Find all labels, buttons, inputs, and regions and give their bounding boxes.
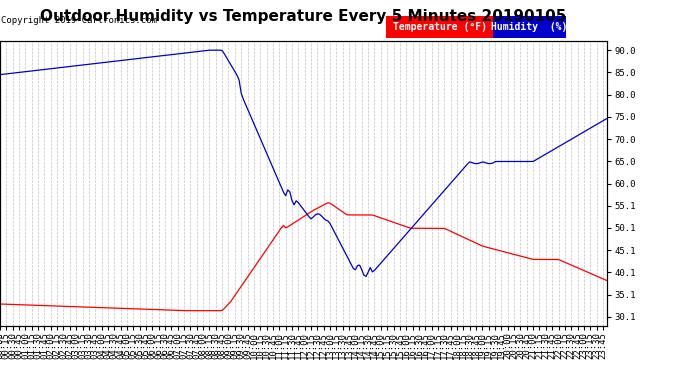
Text: Copyright 2019 Cartronics.com: Copyright 2019 Cartronics.com (1, 16, 157, 25)
Text: Outdoor Humidity vs Temperature Every 5 Minutes 20190105: Outdoor Humidity vs Temperature Every 5 … (41, 9, 566, 24)
Text: Temperature (°F): Temperature (°F) (393, 22, 487, 32)
Text: Humidity  (%): Humidity (%) (491, 22, 568, 32)
